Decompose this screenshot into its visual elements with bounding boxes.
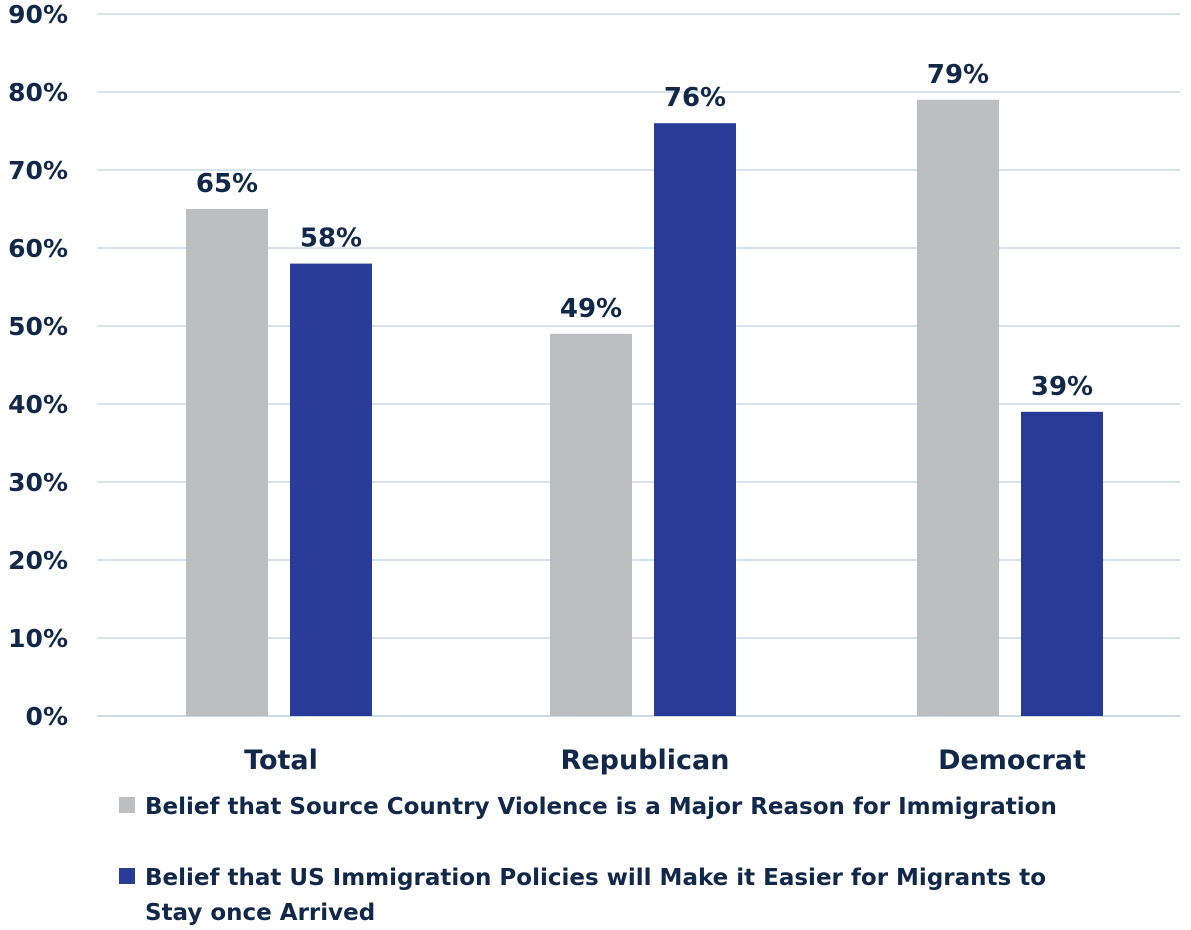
legend-label-1a: Belief that US Immigration Policies will… [145,865,1046,891]
y-tick-label-3: 30% [8,468,68,497]
x-axis: Total Republican Democrat [244,745,1086,776]
legend-swatch-1 [119,868,135,884]
data-label-democrat-series-0: 79% [927,60,989,90]
data-label-total-series-1: 58% [300,224,362,254]
bar-republican-series-0 [550,333,632,716]
y-tick-label-5: 50% [8,312,68,341]
gridlines [97,13,1180,717]
x-category-label-total: Total [244,745,318,776]
bar-total-series-0 [186,209,268,716]
data-label-total-series-0: 65% [196,169,258,199]
y-tick-label-0: 0% [26,702,68,731]
bar-democrat-series-1 [1021,411,1103,716]
bar-democrat-series-0 [917,99,999,717]
data-labels: 65% 58% 49% 76% 79% 39% [196,60,1093,402]
y-tick-label-7: 70% [8,156,68,185]
y-tick-label-4: 40% [8,390,68,419]
bar-republican-series-1 [654,123,736,716]
bars [186,99,1103,717]
y-tick-label-2: 20% [8,546,68,575]
data-label-republican-series-0: 49% [560,294,622,324]
y-axis: 0% 10% 20% 30% 40% 50% 60% 70% 80% 90% [8,0,68,731]
x-category-label-republican: Republican [561,745,730,776]
legend-label-1b: Stay once Arrived [145,900,375,926]
y-tick-label-1: 10% [8,624,68,653]
y-tick-label-6: 60% [8,234,68,263]
legend: Belief that Source Country Violence is a… [119,794,1057,926]
y-tick-label-8: 80% [8,78,68,107]
data-label-democrat-series-1: 39% [1031,372,1093,402]
x-category-label-democrat: Democrat [938,745,1086,776]
data-label-republican-series-1: 76% [664,83,726,113]
legend-label-0: Belief that Source Country Violence is a… [145,794,1057,820]
bar-total-series-1 [290,263,372,716]
legend-swatch-0 [119,797,135,813]
y-tick-label-9: 90% [8,0,68,29]
